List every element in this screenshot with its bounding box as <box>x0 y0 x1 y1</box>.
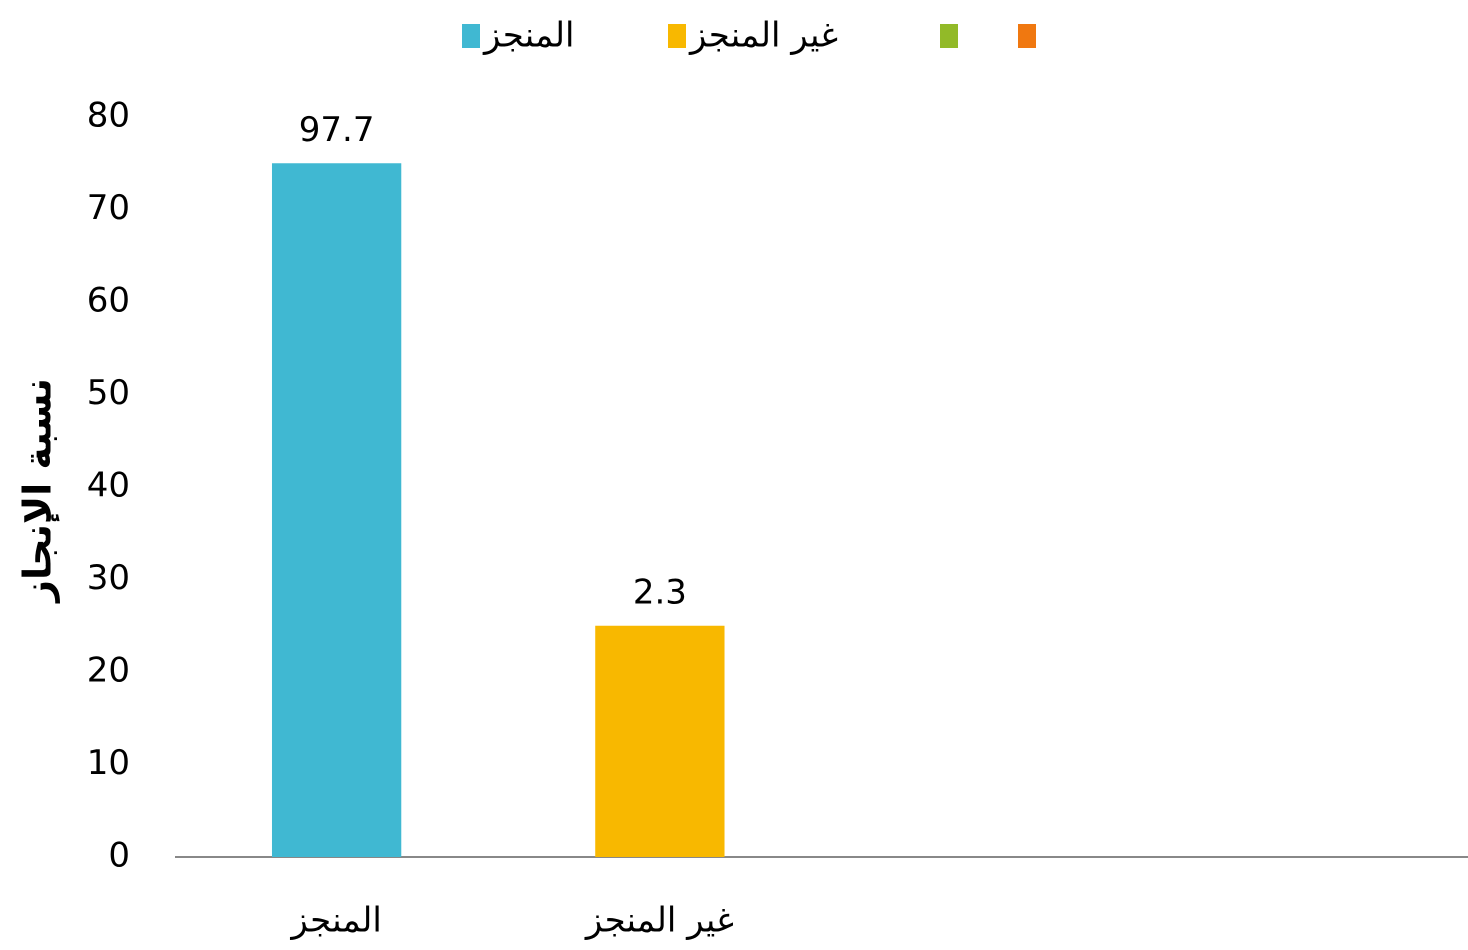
bar <box>271 163 402 857</box>
legend-swatch <box>462 24 480 48</box>
y-tick-label: 40 <box>87 466 130 506</box>
y-tick-label: 20 <box>87 651 130 691</box>
x-tick-label: المنجز <box>289 901 381 941</box>
legend-swatch <box>668 24 686 48</box>
data-label: 97.7 <box>299 110 375 150</box>
x-tick-label: غير المنجز <box>584 901 734 941</box>
y-tick-label: 50 <box>87 373 130 413</box>
legend-label: المنجز <box>482 16 574 56</box>
legend-label: غير المنجز <box>688 16 838 56</box>
y-tick-label: 60 <box>87 281 130 321</box>
y-axis-title: نسبة الإنجاز <box>16 378 60 604</box>
y-tick-label: 30 <box>87 558 130 598</box>
y-tick-label: 80 <box>87 96 130 136</box>
y-tick-label: 10 <box>87 743 130 783</box>
data-label: 2.3 <box>633 572 687 612</box>
y-tick-label: 0 <box>108 836 130 876</box>
legend-swatch <box>940 24 958 48</box>
y-tick-label: 70 <box>87 188 130 228</box>
legend-swatch <box>1018 24 1036 48</box>
bar <box>595 625 725 857</box>
